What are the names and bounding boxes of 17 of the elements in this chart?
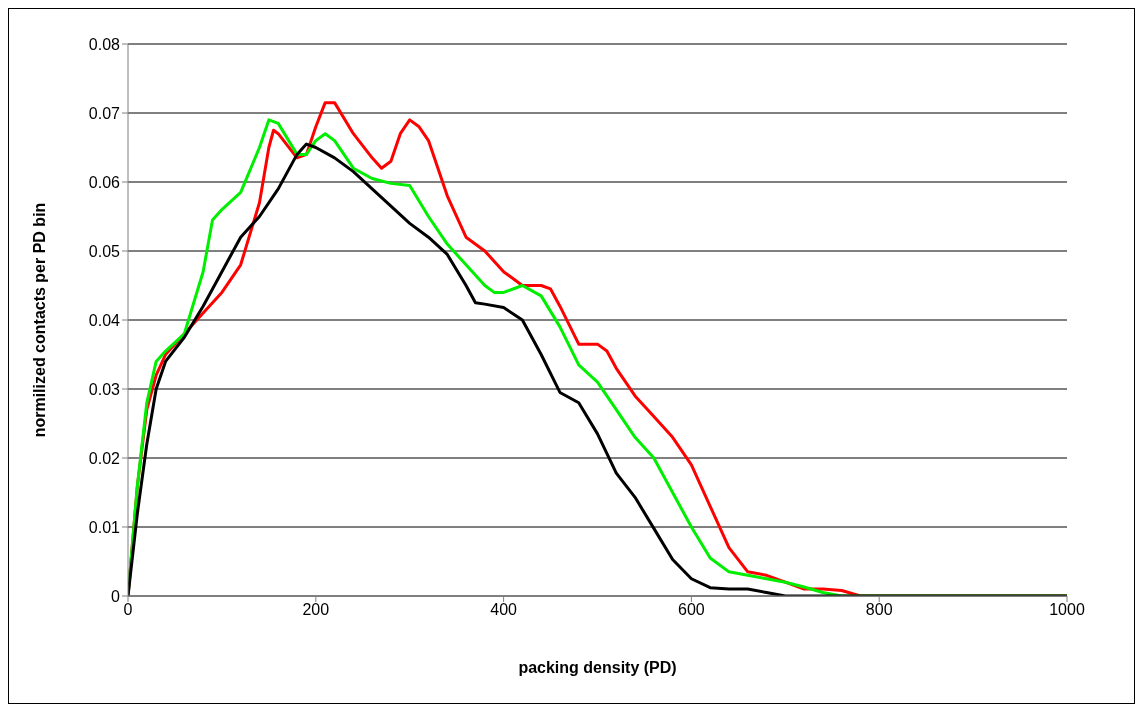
y-tick-label: 0: [111, 587, 121, 605]
y-tick-label: 0.07: [88, 104, 121, 122]
x-axis-title: packing density (PD): [518, 659, 677, 676]
y-tick-label: 0.05: [88, 242, 121, 260]
y-tick-label: 0.01: [88, 518, 121, 536]
y-tick-label: 0.06: [88, 173, 121, 191]
x-tick-label: 400: [490, 601, 518, 619]
y-tick-label: 0.02: [88, 449, 121, 467]
x-tick-label: 1000: [1049, 601, 1085, 619]
x-tick-label: 800: [865, 601, 893, 619]
x-tick-label: 0: [123, 601, 133, 619]
y-tick-label: 0.08: [88, 35, 121, 53]
x-tick-label: 200: [302, 601, 330, 619]
x-tick-label: 600: [678, 601, 705, 619]
y-axis-title: normilized contacts per PD bin: [30, 202, 48, 438]
y-tick-label: 0.03: [88, 380, 121, 398]
y-tick-label: 0.04: [88, 311, 121, 329]
